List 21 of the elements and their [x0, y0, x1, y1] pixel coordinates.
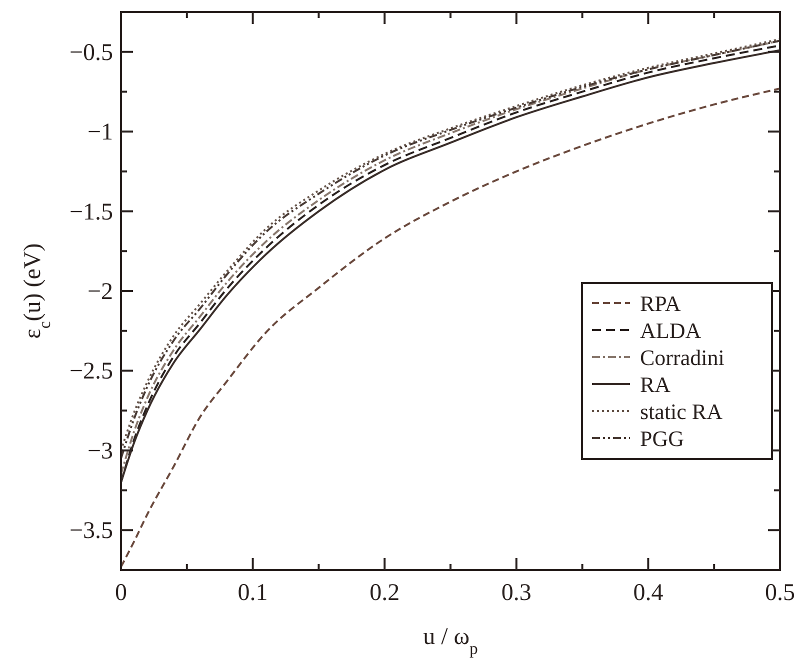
y-tick-label: −1.5 — [69, 199, 113, 226]
x-tick-label: 0.4 — [633, 580, 664, 606]
x-tick-label: 0.2 — [370, 580, 400, 606]
y-tick-label: −3.5 — [69, 518, 113, 544]
legend-label: RA — [640, 372, 671, 397]
y-tick-label: −1 — [87, 120, 113, 146]
y-tick-label: −2 — [87, 279, 113, 305]
x-axis-title: u / ω$_{p}$ — [423, 624, 478, 658]
y-tick-label: −0.5 — [69, 40, 113, 66]
y-tick-label: −2.5 — [69, 358, 113, 385]
legend-label: RPA — [640, 291, 681, 316]
legend-label: ALDA — [640, 318, 702, 343]
x-tick-label: 0.1 — [238, 580, 268, 606]
legend-label: static RA — [640, 399, 723, 424]
x-tick-label: 0.5 — [765, 580, 795, 606]
legend-label: Corradini — [640, 345, 724, 370]
y-tick-label: −3 — [87, 438, 113, 464]
x-tick-label: 0 — [115, 580, 127, 606]
line-series — [121, 88, 780, 568]
x-tick-label: 0.3 — [501, 580, 532, 606]
legend-label: PGG — [640, 426, 684, 451]
